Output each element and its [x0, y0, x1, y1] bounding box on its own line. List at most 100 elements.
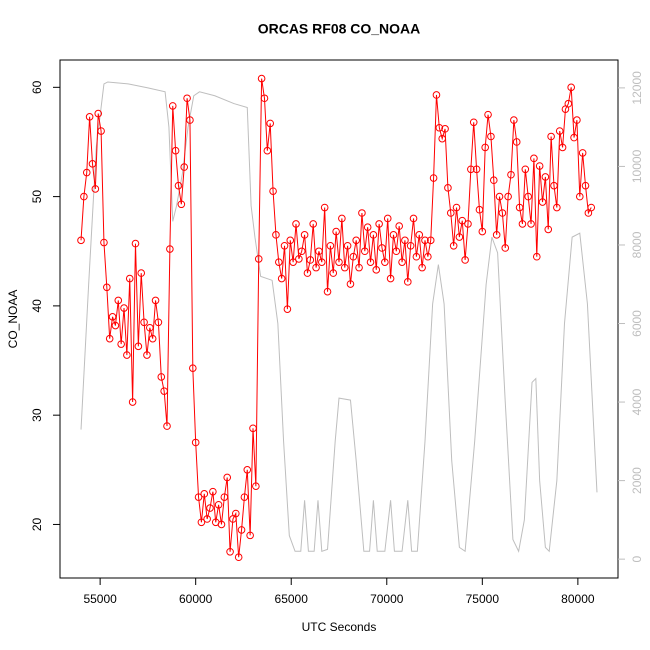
point	[403, 278, 412, 286]
point	[200, 490, 209, 498]
point	[481, 143, 489, 152]
point	[363, 223, 372, 232]
point	[312, 263, 320, 272]
point	[140, 318, 148, 327]
point	[570, 133, 578, 142]
point	[424, 252, 432, 261]
point	[232, 509, 240, 518]
point	[269, 187, 277, 195]
point	[335, 258, 343, 266]
x-tick-label: 80000	[561, 592, 595, 606]
point	[174, 181, 183, 190]
point	[160, 387, 168, 395]
point	[426, 236, 435, 245]
point	[504, 192, 512, 201]
point	[532, 252, 541, 261]
point	[217, 520, 226, 529]
point	[154, 318, 163, 327]
point	[82, 168, 91, 177]
point	[100, 238, 108, 247]
point	[395, 222, 403, 230]
point	[444, 184, 452, 192]
point	[220, 493, 229, 501]
point	[326, 241, 335, 250]
point	[501, 244, 510, 252]
point	[475, 205, 484, 214]
point	[515, 203, 524, 212]
point	[510, 116, 518, 124]
point	[346, 280, 355, 288]
point	[77, 236, 85, 245]
point	[180, 163, 189, 171]
point	[111, 321, 120, 330]
point	[197, 518, 206, 527]
point	[329, 269, 338, 277]
point	[286, 236, 295, 245]
point	[366, 258, 375, 266]
point	[518, 220, 527, 228]
point	[564, 99, 573, 108]
y2-tick-label: 4000	[630, 388, 644, 415]
point	[567, 83, 575, 92]
point	[209, 487, 217, 496]
point	[194, 493, 203, 501]
point	[544, 225, 553, 234]
point	[105, 334, 114, 343]
point	[441, 125, 449, 133]
point	[452, 203, 461, 212]
point	[438, 134, 446, 143]
y2-tick-label: 12000	[630, 71, 644, 105]
point	[401, 236, 409, 245]
point	[487, 132, 495, 141]
point	[249, 424, 257, 433]
point	[372, 266, 381, 274]
y2-tick-label: 6000	[630, 310, 644, 337]
point	[449, 241, 458, 250]
point	[352, 236, 360, 245]
point	[206, 504, 214, 512]
point	[223, 473, 232, 482]
point	[283, 305, 292, 313]
point	[415, 231, 424, 239]
point	[246, 531, 254, 540]
point	[492, 231, 501, 239]
point	[266, 119, 275, 128]
x-tick-label: 55000	[83, 592, 117, 606]
point	[315, 247, 323, 256]
point	[398, 258, 406, 266]
point	[85, 113, 94, 121]
series-line	[80, 78, 592, 558]
point	[277, 274, 286, 283]
point	[94, 109, 103, 118]
point	[306, 256, 315, 264]
point	[275, 258, 283, 266]
point	[550, 181, 558, 190]
point	[547, 132, 555, 141]
y-tick-label: 20	[30, 517, 44, 531]
point	[573, 116, 581, 124]
y-tick-label: 40	[30, 299, 44, 313]
point	[575, 192, 584, 201]
point	[272, 231, 280, 239]
series-line	[80, 81, 598, 553]
point	[260, 94, 269, 103]
point	[303, 269, 312, 277]
point	[189, 364, 197, 372]
y2-tick-label: 0	[630, 555, 644, 562]
point	[292, 220, 300, 228]
point	[521, 165, 530, 174]
point	[332, 227, 340, 236]
point	[472, 165, 481, 174]
point	[114, 296, 123, 305]
point	[280, 241, 289, 250]
y-tick-label: 30	[30, 408, 44, 422]
point	[464, 220, 472, 228]
point	[412, 252, 421, 261]
point	[498, 209, 507, 217]
point	[446, 209, 455, 217]
point	[289, 258, 297, 266]
point	[166, 245, 174, 253]
point	[524, 192, 532, 201]
